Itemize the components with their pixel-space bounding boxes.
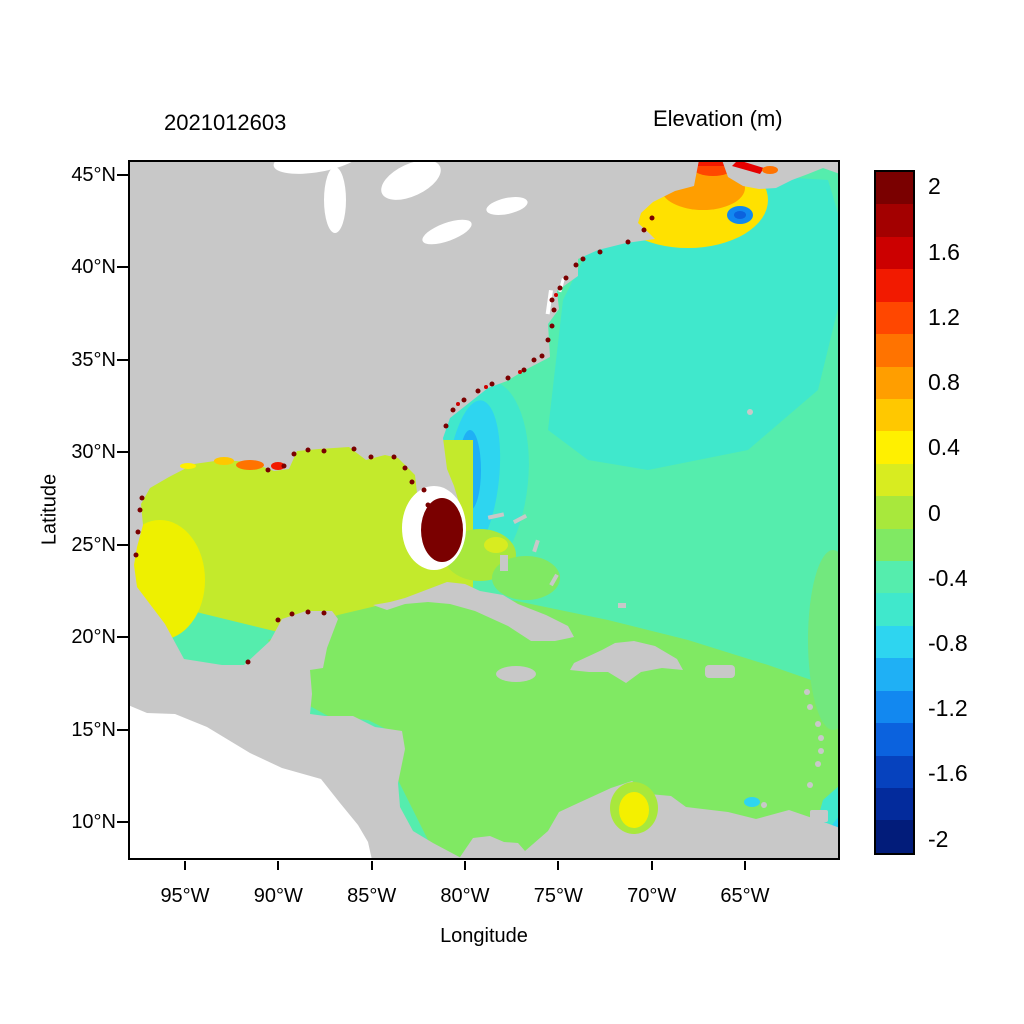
y-tick-label: 30°N (71, 441, 116, 464)
y-tick-mark (117, 174, 128, 176)
colorbar-band (876, 788, 913, 821)
florida-surge-blob (402, 486, 466, 570)
colorbar-tick-label: 1.6 (928, 238, 960, 265)
colorbar-band (876, 366, 913, 399)
y-tick-label: 35°N (71, 348, 116, 371)
colorbar-tick-label: -1.6 (928, 760, 968, 787)
y-tick-mark (117, 728, 128, 731)
colorbar-band (876, 204, 913, 237)
hispaniola-island (570, 641, 683, 683)
colorbar-band (876, 431, 913, 464)
colorbar-band (876, 593, 913, 626)
colorbar-band (876, 172, 913, 205)
colorbar-tick-label: -2 (928, 825, 949, 852)
bermuda-island (747, 409, 753, 415)
x-tick-label: 85°W (347, 885, 397, 907)
colorbar-tick-label: 2 (928, 173, 941, 200)
northern-gulf-coast-patches (180, 457, 285, 470)
x-tick-mark (277, 861, 280, 870)
y-tick-label: 10°N (71, 811, 116, 833)
y-tick-label: 15°N (71, 718, 116, 741)
lesser-antilles-islands (761, 689, 828, 822)
colorbar-band (876, 463, 913, 497)
y-tick-mark (117, 266, 128, 269)
y-tick-label: 45°N (71, 164, 116, 186)
colorbar (874, 170, 915, 855)
colorbar-band (876, 301, 913, 335)
cuba-island (373, 582, 574, 641)
colorbar-tick-label: 0 (928, 499, 941, 526)
colorbar-band (876, 236, 913, 270)
colorbar-band (876, 334, 913, 367)
x-tick-label: 90°W (253, 885, 303, 907)
bay-of-fundy-streak (732, 160, 778, 174)
colorbar-tick-label: 0.4 (928, 434, 960, 461)
y-tick-mark (117, 543, 128, 546)
colorbar-band (876, 496, 913, 529)
y-tick-label: 20°N (71, 626, 116, 649)
puerto-rico-island (705, 665, 735, 678)
x-tick-label: 95°W (160, 885, 210, 907)
colorbar-band (876, 820, 913, 853)
colorbar-tick-label: -0.8 (928, 629, 968, 656)
colorbar-title: Elevation (m) (653, 106, 783, 131)
colorbar-band (876, 755, 913, 789)
colorbar-band (876, 528, 913, 562)
x-tick-mark (463, 861, 466, 870)
coastal-surge-speckles (133, 215, 655, 665)
bahamas-islands (487, 512, 626, 608)
colorbar-tick-label: -1.2 (928, 695, 968, 722)
north-america-landmass (128, 160, 699, 860)
colorbar-band (876, 625, 913, 659)
scotian-shelf-low-spot (727, 206, 753, 224)
x-tick-label: 65°W (720, 885, 770, 907)
maracaibo-high-patch (610, 782, 760, 834)
colorbar-tick-label: 1.2 (928, 303, 960, 330)
x-tick-label: 80°W (440, 885, 490, 907)
x-tick-label: 75°W (533, 885, 583, 907)
x-axis-label: Longitude (440, 925, 528, 947)
y-tick-mark (117, 358, 128, 361)
colorbar-band (876, 658, 913, 691)
colorbar-band (876, 398, 913, 432)
colorbar-tick-label: -0.4 (928, 564, 968, 591)
x-tick-mark (557, 861, 560, 870)
plot-border (128, 160, 840, 860)
colorbar-band (876, 723, 913, 756)
colorbar-band (876, 269, 913, 302)
great-lakes (273, 160, 528, 245)
timestamp-title: 2021012603 (164, 110, 287, 135)
y-tick-mark (117, 636, 128, 639)
x-tick-label: 70°W (627, 885, 677, 907)
y-tick-mark (117, 451, 128, 454)
map-canvas (128, 160, 840, 860)
x-tick-mark (743, 861, 746, 870)
y-tick-label: 25°N (71, 533, 116, 556)
caribbean-sea-region (268, 550, 840, 860)
coastal-surge-speckles-red (456, 293, 558, 406)
jamaica-island (496, 666, 536, 682)
y-tick-mark (117, 821, 128, 823)
pacific-no-data-region (128, 705, 372, 860)
colorbar-band (876, 690, 913, 724)
colorbar-tick-label: 0.8 (928, 369, 960, 396)
x-tick-mark (370, 861, 373, 870)
x-tick-mark (184, 861, 186, 870)
y-tick-label: 40°N (71, 256, 116, 279)
x-tick-mark (650, 861, 653, 870)
colorbar-band (876, 561, 913, 594)
